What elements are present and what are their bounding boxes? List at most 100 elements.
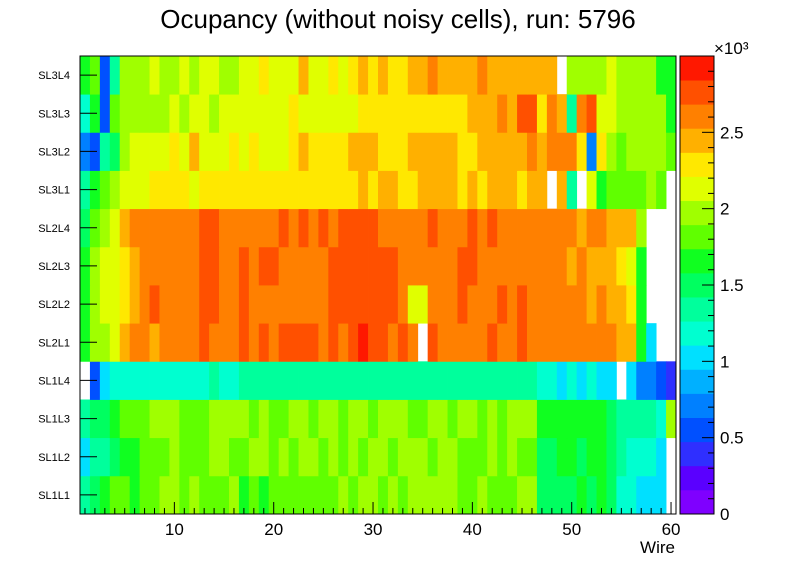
- heatmap-cell: [139, 208, 150, 248]
- heatmap-cell: [447, 361, 458, 400]
- heatmap-cell: [308, 361, 319, 400]
- heatmap-cell: [606, 437, 617, 477]
- x-tick-label: 60: [662, 520, 681, 539]
- heatmap-cell: [119, 208, 131, 248]
- heatmap-cell: [536, 132, 548, 171]
- x-axis: 10 20 30 40 50 60: [84, 502, 681, 539]
- heatmap-cell: [378, 94, 389, 133]
- heatmap-cell: [497, 399, 508, 439]
- heatmap-cell: [656, 437, 667, 477]
- heatmap-cell: [507, 361, 518, 400]
- heatmap-cell: [258, 56, 270, 95]
- heatmap-cell: [407, 208, 419, 248]
- heatmap-cell: [348, 94, 359, 133]
- heatmap-cell: [417, 285, 429, 324]
- heatmap-cell: [417, 246, 429, 286]
- heatmap-cell: [576, 323, 587, 362]
- heatmap-cell: [338, 475, 349, 515]
- heatmap-cell: [566, 132, 578, 171]
- heatmap-cell: [616, 170, 627, 210]
- heatmap-cell: [467, 361, 478, 400]
- heatmap-cell: [606, 170, 617, 210]
- heatmap-cell: [378, 361, 389, 400]
- heatmap-cell: [328, 285, 339, 324]
- heatmap-cell: [219, 399, 230, 439]
- heatmap-cell: [656, 361, 667, 400]
- heatmap-cell: [179, 246, 190, 286]
- y-tick-label: SL2L4: [38, 223, 70, 235]
- heatmap-cell: [358, 170, 369, 210]
- heatmap-cell: [278, 94, 289, 133]
- heatmap-cell: [258, 361, 270, 400]
- heatmap-cell: [457, 132, 468, 171]
- heatmap-cell: [219, 56, 230, 95]
- heatmap-cell: [348, 285, 359, 324]
- heatmap-cell: [169, 170, 180, 210]
- heatmap-cell: [596, 323, 607, 362]
- heatmap-cell: [507, 437, 518, 477]
- heatmap-cell: [149, 170, 160, 210]
- heatmap-cell: [487, 208, 498, 248]
- heatmap-cell: [606, 132, 617, 171]
- heatmap-cell: [139, 56, 150, 95]
- heatmap-cell: [536, 399, 548, 439]
- heatmap-cell: [616, 323, 627, 362]
- heatmap-cell: [517, 132, 528, 171]
- heatmap-cell: [348, 56, 359, 95]
- heatmap-cell: [268, 132, 280, 171]
- color-scale-swatch: [680, 465, 714, 491]
- heatmap-cells: [80, 56, 677, 515]
- heatmap-cell: [527, 399, 538, 439]
- heatmap-cell: [447, 285, 458, 324]
- heatmap-cell: [656, 399, 667, 439]
- heatmap-cell: [298, 437, 309, 477]
- heatmap-cell: [397, 170, 409, 210]
- heatmap-cell: [288, 94, 299, 133]
- heatmap-cell: [99, 399, 111, 439]
- heatmap-cell: [129, 208, 140, 248]
- heatmap-cell: [238, 399, 250, 439]
- heatmap-cell: [417, 208, 429, 248]
- heatmap-cell: [278, 246, 289, 286]
- heatmap-cell: [268, 94, 280, 133]
- heatmap-cell: [119, 132, 131, 171]
- heatmap-cell: [397, 56, 409, 95]
- color-scale-swatch: [680, 441, 714, 467]
- heatmap-cell: [527, 170, 538, 210]
- heatmap-cell: [129, 399, 140, 439]
- heatmap-cell: [556, 323, 568, 362]
- heatmap-cell: [477, 246, 488, 286]
- heatmap-cell: [457, 56, 468, 95]
- color-scale-tick-label: 2.5: [720, 123, 744, 142]
- heatmap-cell: [507, 56, 518, 95]
- heatmap-cell: [248, 437, 260, 477]
- heatmap-cell: [338, 94, 349, 133]
- heatmap-cell: [109, 132, 121, 171]
- heatmap-cell: [99, 361, 111, 400]
- heatmap-cell: [507, 475, 518, 515]
- heatmap-cell: [487, 323, 498, 362]
- heatmap-cell: [626, 437, 637, 477]
- heatmap-cell: [209, 399, 220, 439]
- heatmap-cell: [308, 246, 319, 286]
- heatmap-cell: [189, 208, 200, 248]
- heatmap-cell: [566, 170, 578, 210]
- heatmap-cell: [596, 475, 607, 515]
- heatmap-cell: [447, 246, 458, 286]
- heatmap-cell: [566, 399, 578, 439]
- heatmap-cell: [298, 475, 309, 515]
- heatmap-cell: [318, 56, 329, 95]
- heatmap-cell: [298, 246, 309, 286]
- heatmap-cell: [477, 170, 488, 210]
- heatmap-cell: [427, 475, 438, 515]
- heatmap-cell: [616, 399, 627, 439]
- heatmap-cell: [586, 94, 597, 133]
- heatmap-cell: [298, 399, 309, 439]
- x-tick-label: 20: [264, 520, 283, 539]
- heatmap-cell: [387, 56, 399, 95]
- heatmap-cell: [328, 323, 339, 362]
- heatmap-cell: [586, 170, 597, 210]
- heatmap-cell: [318, 132, 329, 171]
- heatmap-cell: [229, 132, 240, 171]
